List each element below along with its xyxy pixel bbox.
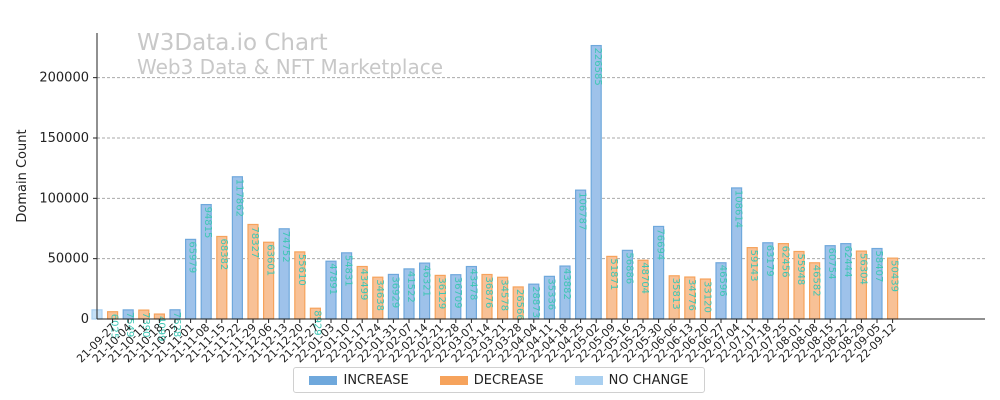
bar-value-label: 36709 [452,277,463,309]
bar-value-label: 34638 [374,279,385,311]
legend-item-decrease: DECREASE [439,372,544,388]
bar-value-label: 63601 [265,244,276,276]
legend: INCREASE DECREASE NO CHANGE [293,367,705,393]
legend-item-increase: INCREASE [309,372,409,388]
bar-value-label: 35336 [545,278,556,310]
bar-value-label: 36929 [389,276,400,308]
bar-value-label: 117862 [233,179,244,217]
bar-value-label: 55610 [296,254,307,286]
chart-title: W3Data.io Chart [137,30,328,56]
bar-value-label: 59143 [748,250,759,282]
bar-value-label: 55948 [795,253,806,285]
legend-label-decrease: DECREASE [473,372,544,388]
bar-value-label: 51871 [608,258,619,290]
bar-value-label: 43499 [358,269,369,301]
bar-value-label: 26566 [514,289,525,321]
bar-value-label: 8929 [311,310,322,335]
bar-value-label: 4099 [155,316,166,341]
chart-subtitle: Web3 Data & NFT Marketplace [137,55,443,79]
bar-value-label: 47891 [327,263,338,295]
bar-value-label: 28873 [530,286,541,318]
legend-swatch-increase [309,375,338,385]
grid-lines [97,77,985,260]
bar-value-label: 41522 [405,271,416,303]
bar-value-label: 48704 [639,262,650,294]
bar-value-label: 7390 [140,312,151,337]
bar-value-label: 62456 [779,246,790,278]
legend-label-increase: INCREASE [343,372,409,388]
bar-value-label: 76694 [655,228,666,260]
y-tick-label: 200000 [39,71,89,86]
bar-value-label: 68382 [218,238,229,270]
bar-value-label: 46582 [811,265,822,297]
bar-value-label: 63179 [764,245,775,277]
y-tick-label: 150000 [39,131,89,146]
y-tick-label: 0 [81,312,89,327]
bar-value-label: 60754 [826,248,837,280]
bar-value-label: 78327 [249,226,260,258]
bar-value-label: 46321 [421,265,432,297]
bar-value-label: 94815 [202,207,213,239]
bar-value-label: 34776 [686,279,697,311]
bar-value-label: 56886 [623,252,634,284]
x-axis-ticks: 21-09-2721-10-0421-10-1121-10-1821-10-25… [74,319,899,365]
bar-value-label: 108614 [733,190,744,228]
bar-data-labels: 6025 7549 7390 4099 7628 65979 94815 68382 11786… [109,48,900,342]
bar-value-label: 33120 [701,281,712,313]
bar-value-label: 65979 [187,241,198,273]
bar-value-label: 56304 [857,253,868,285]
legend-swatch-decrease [439,375,468,385]
y-tick-label: 50000 [48,252,89,267]
bar-value-label: 43882 [561,268,572,300]
bar-value-label: 34578 [499,279,510,311]
y-axis-ticks: 0 50000 100000 150000 200000 [39,71,97,327]
bar-value-label: 36876 [483,276,494,308]
bar [590,44,602,320]
bar-value-label: 43478 [467,269,478,301]
bar-value-label: 46596 [717,265,728,297]
bar-value-label: 54831 [343,255,354,287]
bars [91,44,899,320]
legend-swatch-no-change [574,375,603,385]
y-axis-label: Domain Count [15,129,30,222]
legend-label-no-change: NO CHANGE [608,372,689,388]
bar-value-label: 36129 [436,277,447,309]
bar-value-label: 74752 [280,231,291,263]
bar-value-label: 106787 [577,192,588,230]
bar-value-label: 50439 [889,260,900,292]
legend-item-no-change: NO CHANGE [574,372,689,388]
bar-value-label: 7628 [171,312,182,337]
bar-value-label: 6025 [109,314,120,339]
bar-value-label: 226585 [592,48,603,86]
bar-value-label: 35813 [670,278,681,310]
bar-value-label: 58407 [873,251,884,283]
bar-value-label: 62444 [842,246,853,278]
bar-value-label: 7549 [124,312,135,337]
y-tick-label: 100000 [39,191,89,206]
